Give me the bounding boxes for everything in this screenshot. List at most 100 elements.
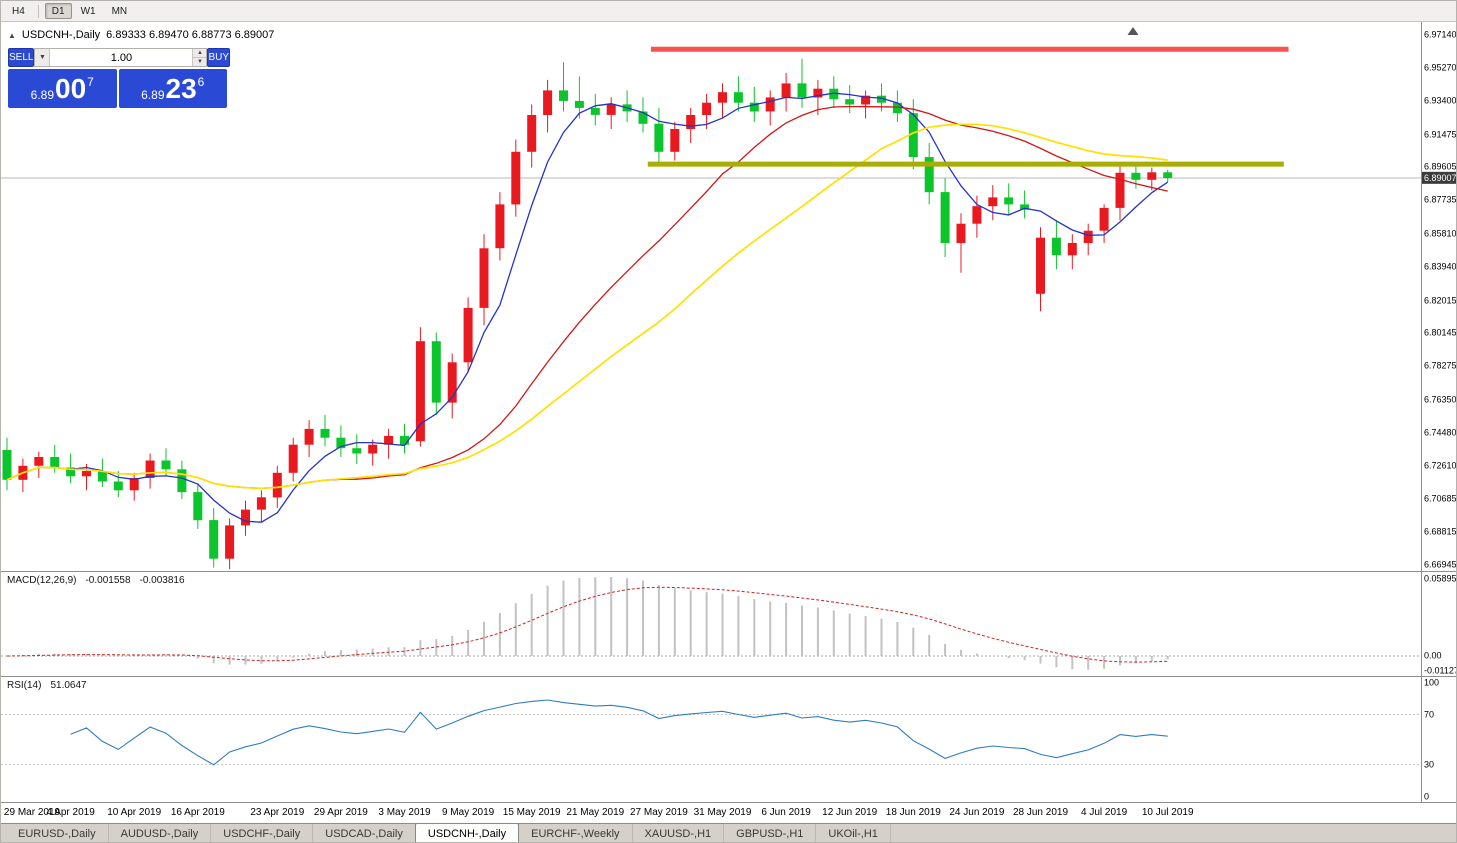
candle-body — [702, 102, 712, 115]
candle-body — [654, 123, 664, 152]
candle-body — [495, 204, 505, 249]
chart-tab-bar: EURUSD-,Daily AUDUSD-,Daily USDCHF-,Daily U… — [1, 823, 1456, 842]
chart-tab-audusd[interactable]: AUDUSD-,Daily — [109, 824, 212, 842]
chart-tab-gbpusd[interactable]: GBPUSD-,H1 — [724, 824, 817, 842]
candle-body — [177, 469, 187, 493]
candle-body — [209, 520, 219, 559]
chart-tab-xauusd[interactable]: XAUUSD-,H1 — [633, 824, 725, 842]
chart-tab-usdcad[interactable]: USDCAD-,Daily — [313, 824, 416, 842]
candle-body — [797, 83, 807, 98]
timeframe-mn[interactable]: MN — [111, 5, 128, 17]
buy-price-pips: 23 — [165, 72, 197, 104]
sell-button[interactable]: SELL — [8, 48, 35, 67]
volume-input[interactable] — [50, 49, 193, 66]
macd-label-row: MACD(12,26,9) -0.001558 -0.003816 — [7, 575, 185, 586]
candle-body — [368, 444, 378, 454]
price-axis-label: 6.97140 — [1424, 29, 1457, 40]
date-axis-label: 18 Jun 2019 — [885, 807, 941, 818]
chart-tab-eurchf[interactable]: EURCHF-,Weekly — [519, 824, 633, 842]
timeframe-w1[interactable]: W1 — [80, 5, 96, 17]
rsi-scale-30: 30 — [1424, 759, 1435, 769]
chart-tab-usdchf[interactable]: USDCHF-,Daily — [211, 824, 314, 842]
candle-body — [829, 88, 839, 100]
date-axis-label: 9 May 2019 — [441, 807, 495, 818]
candle-body — [161, 460, 171, 470]
candle-body — [574, 100, 584, 108]
price-axis-label: 6.91475 — [1424, 129, 1457, 140]
candle-body — [97, 471, 107, 482]
price-axis-label: 6.66945 — [1424, 559, 1457, 570]
timeframe-d1[interactable]: D1 — [44, 3, 72, 19]
macd-value: -0.001558 — [85, 575, 131, 586]
candle-body — [940, 192, 950, 243]
candle-body — [193, 492, 203, 521]
macd-canvas[interactable] — [1, 572, 1421, 676]
macd-signal-line — [6, 586, 1168, 663]
rsi-scale-100: 100 — [1424, 677, 1440, 688]
chart-shift-marker — [1127, 27, 1139, 35]
volume-decrement-icon[interactable]: ▼ — [193, 58, 207, 66]
chart-tab-ukoil[interactable]: UKOil-,H1 — [816, 824, 891, 842]
candle-body — [66, 467, 76, 477]
date-axis-label: 27 May 2019 — [629, 807, 688, 818]
main-chart-canvas[interactable] — [1, 22, 1421, 571]
price-axis-label: 6.95270 — [1424, 62, 1457, 73]
candle-body — [511, 151, 521, 205]
one-click-trading-widget: SELL ▼ ▲ ▼ BUY 6.89 00 7 — [8, 48, 231, 108]
sell-price-prefix: 6.89 — [30, 87, 54, 102]
candle-body — [415, 341, 425, 442]
candle-body — [129, 478, 139, 491]
price-axis-label: 6.85810 — [1424, 228, 1457, 239]
candle-body — [686, 115, 696, 129]
price-axis-label: 6.74480 — [1424, 427, 1457, 438]
candle-body — [82, 471, 91, 477]
candle-body — [638, 111, 648, 124]
date-axis-label: 10 Apr 2019 — [107, 807, 162, 818]
buy-button[interactable]: BUY — [207, 48, 231, 67]
price-axis-label: 6.82015 — [1424, 295, 1457, 306]
macd-signal-value: -0.003816 — [139, 575, 185, 586]
current-price-tag: 6.89007 — [1422, 171, 1457, 185]
sell-price-display[interactable]: 6.89 00 7 — [8, 69, 117, 108]
one-click-collapse-icon[interactable]: ▲ — [8, 30, 16, 40]
date-axis: 29 Mar 2019 4 Apr 2019 10 Apr 2019 16 Apr 2… — [1, 803, 1456, 823]
timeframe-h4[interactable]: H4 — [12, 5, 25, 17]
candle-body — [1004, 197, 1014, 205]
macd-panel: MACD(12,26,9) -0.001558 -0.003816 0.0589… — [1, 572, 1456, 677]
price-axis-label: 6.72610 — [1424, 460, 1457, 471]
rsi-value: 51.0647 — [50, 680, 87, 691]
volume-dropdown-icon[interactable]: ▼ — [35, 49, 51, 66]
buy-price-prefix: 6.89 — [141, 87, 165, 102]
sell-price-pips: 00 — [55, 72, 87, 104]
rsi-canvas[interactable] — [1, 677, 1421, 802]
main-chart-panel: ▲ USDCNH-,Daily 6.89333 6.89470 6.88773 … — [1, 22, 1457, 572]
price-axis-label: 6.87735 — [1424, 194, 1457, 205]
buy-price-point: 6 — [197, 74, 205, 89]
price-axis-label: 6.89605 — [1424, 161, 1457, 172]
candle-body — [384, 435, 394, 445]
candle-body — [1036, 237, 1045, 294]
candle-body — [272, 472, 282, 498]
price-axis-label: 6.76350 — [1424, 394, 1457, 405]
buy-price-display[interactable]: 6.89 23 6 — [118, 69, 227, 108]
candle-body — [479, 248, 489, 308]
candle-body — [1147, 172, 1157, 180]
volume-spinner: ▲ ▼ — [192, 49, 207, 66]
sell-price-point: 7 — [87, 74, 94, 89]
rsi-panel: RSI(14) 51.0647 100 70 30 0 — [1, 677, 1456, 803]
ma-fast — [6, 92, 1169, 523]
candle-body — [606, 104, 616, 115]
candle-body — [431, 341, 441, 403]
price-axis-label: 6.68815 — [1424, 526, 1457, 537]
date-axis-label: 21 May 2019 — [566, 807, 625, 818]
date-axis-label: 6 Jun 2019 — [761, 807, 811, 818]
volume-increment-icon[interactable]: ▲ — [193, 49, 207, 58]
candle-body — [1051, 237, 1061, 256]
chart-tab-eurusd[interactable]: EURUSD-,Daily — [6, 824, 109, 842]
date-axis-label: 28 Jun 2019 — [1012, 807, 1069, 818]
candle-body — [781, 83, 791, 98]
chart-ohlc-values: 6.89333 6.89470 6.88773 6.89007 — [106, 29, 275, 41]
chart-tab-usdcnh[interactable]: USDCNH-,Daily — [414, 823, 520, 842]
macd-scale-zero: 0.00 — [1424, 650, 1442, 661]
